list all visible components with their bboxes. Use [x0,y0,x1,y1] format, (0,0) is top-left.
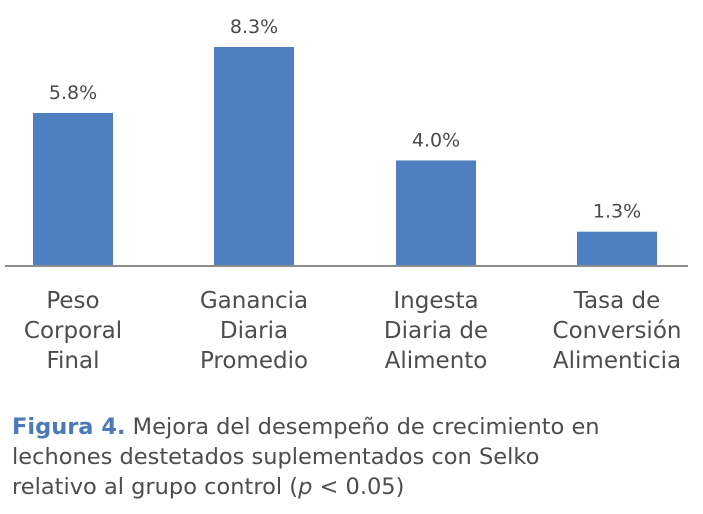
category-label-1-line-1: Peso [46,288,99,314]
category-label-4-line-3: Alimenticia [553,348,681,374]
category-label-4-line-2: Conversión [553,318,682,344]
category-label-3-line-2: Diaria de [384,318,488,344]
bar-4 [577,231,657,266]
caption-line1: Mejora del desempeño de crecimiento en [125,414,600,440]
value-labels-group: 5.8% 8.3% 4.0% 1.3% [49,16,641,223]
value-label-2: 8.3% [230,16,278,38]
caption-p-rest: < 0.05) [312,474,405,500]
figure-label: Figura 4. [12,414,126,440]
category-label-2: Ganancia Diaria Promedio [200,288,308,374]
category-label-1: Peso Corporal Final [24,288,122,374]
value-label-3: 4.0% [412,129,460,151]
category-label-4-line-1: Tasa de [573,288,660,314]
bar-1 [33,112,113,266]
value-label-1: 5.8% [49,82,97,104]
category-label-2-line-1: Ganancia [200,288,308,314]
category-label-4: Tasa de Conversión Alimenticia [553,288,682,374]
figure-caption: Figura 4. Mejora del desempeño de crecim… [12,412,697,502]
category-label-3: Ingesta Diaria de Alimento [384,288,488,374]
category-label-3-line-1: Ingesta [393,288,478,314]
category-label-1-line-2: Corporal [24,318,122,344]
category-labels-group: Peso Corporal Final Ganancia Diaria Promedio I… [24,288,682,374]
bar-chart: 5.8% 8.3% 4.0% 1.3% Peso Corporal Final Gananc… [5,16,688,374]
bar-2 [214,47,294,266]
value-label-4: 1.3% [593,201,641,223]
caption-line3: relativo al grupo control [12,474,290,500]
caption-p-open: ( [289,474,299,500]
category-label-3-line-3: Alimento [385,348,488,374]
bars-group [33,47,657,266]
category-label-2-line-3: Promedio [200,348,308,374]
category-label-2-line-2: Diaria [220,318,288,344]
category-label-1-line-3: Final [46,348,99,374]
bar-3 [396,160,476,266]
caption-p-variable: p [298,474,313,500]
caption-line2: lechones destetados suplementados con Se… [12,444,540,470]
